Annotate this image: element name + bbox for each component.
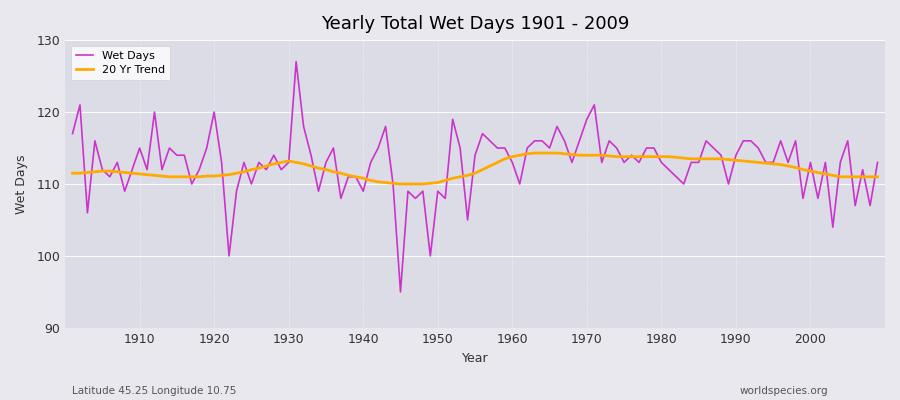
20 Yr Trend (68, 171, 78, 176)
20 Yr Trend (291, 160, 302, 165)
Text: Latitude 45.25 Longitude 10.75: Latitude 45.25 Longitude 10.75 (72, 386, 237, 396)
Line: 20 Yr Trend: 20 Yr Trend (73, 153, 878, 184)
20 Yr Trend (529, 151, 540, 156)
20 Yr Trend (872, 174, 883, 179)
Wet Days (127, 167, 138, 172)
Wet Days (343, 174, 354, 179)
Wet Days (611, 146, 622, 150)
Wet Days (291, 59, 302, 64)
Wet Days (522, 146, 533, 150)
Wet Days (515, 182, 526, 186)
X-axis label: Year: Year (462, 352, 489, 365)
Y-axis label: Wet Days: Wet Days (15, 154, 28, 214)
Title: Yearly Total Wet Days 1901 - 2009: Yearly Total Wet Days 1901 - 2009 (320, 15, 629, 33)
20 Yr Trend (507, 154, 517, 159)
Wet Days (298, 124, 309, 129)
Wet Days (68, 131, 78, 136)
20 Yr Trend (395, 182, 406, 186)
20 Yr Trend (127, 171, 138, 176)
Text: worldspecies.org: worldspecies.org (740, 386, 828, 396)
20 Yr Trend (515, 153, 526, 158)
20 Yr Trend (611, 154, 622, 159)
Wet Days (872, 160, 883, 165)
Wet Days (395, 290, 406, 294)
20 Yr Trend (336, 171, 346, 176)
Legend: Wet Days, 20 Yr Trend: Wet Days, 20 Yr Trend (70, 46, 170, 80)
Line: Wet Days: Wet Days (73, 62, 878, 292)
